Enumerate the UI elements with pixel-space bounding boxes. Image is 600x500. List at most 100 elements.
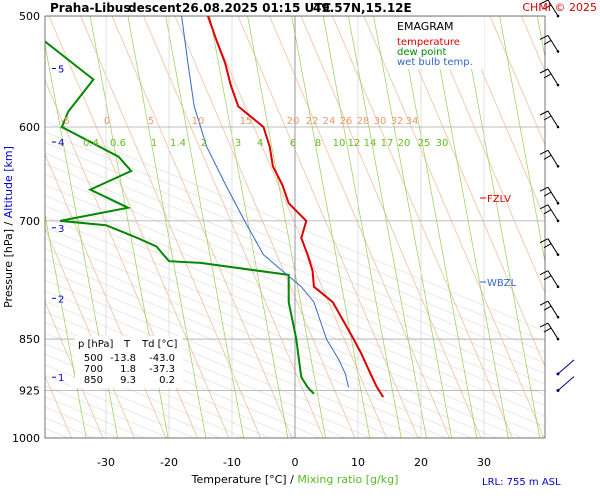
isotherm-labels: -5 0 5 10 15 20 22 24 26 28 30 32 34 xyxy=(60,116,418,127)
mixing-ratio-line xyxy=(398,16,478,438)
mixing-ratio-line xyxy=(348,16,427,438)
wind-barb-flag xyxy=(543,327,552,333)
wind-barb-shaft xyxy=(547,68,559,86)
moist-adiabat xyxy=(45,194,545,406)
pressure-tick-label: 1000 xyxy=(12,432,40,445)
fzlv-label: FZLV xyxy=(487,194,511,205)
moist-adiabat xyxy=(45,311,346,438)
table-header-td: Td [°C] xyxy=(141,339,178,350)
wind-barbs xyxy=(539,0,575,393)
altitude-tick-label: 3 xyxy=(58,224,64,235)
moist-adiabat xyxy=(45,364,220,438)
table-cell: -43.0 xyxy=(149,353,175,364)
isotherm-line xyxy=(363,16,545,438)
wind-barb-dot xyxy=(556,50,560,53)
wind-barb-flag xyxy=(543,305,552,311)
wind-barb-shaft xyxy=(547,204,559,222)
isotherm-line xyxy=(143,16,324,438)
temperature-tick-label: 10 xyxy=(351,456,365,469)
wind-barb-shaft xyxy=(547,238,559,255)
wind-barb xyxy=(539,149,560,168)
mixing-ratio-label: 6 xyxy=(290,138,296,149)
altitude-axis: 5 4 3 2 1 xyxy=(52,64,64,384)
mixing-ratio-line xyxy=(209,16,289,438)
table-cell: -37.3 xyxy=(149,364,175,375)
mixing-ratio-label: 30 xyxy=(436,138,449,149)
pressure-tick-label: 600 xyxy=(19,121,40,134)
legend-dew-point: dew point xyxy=(397,47,446,58)
moist-adiabat xyxy=(45,216,545,428)
wind-barb-flag xyxy=(543,191,552,197)
isotherm-label: 28 xyxy=(357,116,370,127)
table-cell: 700 xyxy=(84,364,103,375)
pressure-axis: 500 600 700 850 925 1000 xyxy=(12,10,40,445)
legend-title: EMAGRAM xyxy=(397,20,454,33)
legend-temperature: temperature xyxy=(397,37,460,48)
isotherm-label: 5 xyxy=(148,116,154,127)
wbzl-label: WBZL xyxy=(487,278,517,289)
wind-barb-dot xyxy=(556,14,560,18)
wind-barb-dot xyxy=(556,285,560,289)
mixing-ratio-line xyxy=(373,16,452,438)
isotherm-line xyxy=(48,16,230,438)
wind-barb-dot xyxy=(556,389,560,393)
mixing-ratio-label: 1 xyxy=(151,138,157,149)
wind-barb-flag xyxy=(539,238,549,244)
wind-barb-dot xyxy=(556,337,560,341)
wind-barb-flag xyxy=(543,115,552,121)
mixing-ratio-label: 25 xyxy=(418,138,431,149)
mixing-ratio-line xyxy=(127,16,207,438)
wind-barb-flag xyxy=(539,0,549,5)
header-datetime: 26.08.2025 01:15 UTC xyxy=(182,1,331,15)
mixing-ratio-label: 10 xyxy=(333,138,346,149)
wind-barb-flag xyxy=(543,40,552,45)
moist-adiabat xyxy=(45,173,545,385)
moist-adiabat xyxy=(45,142,545,353)
mixing-ratio-label: 2 xyxy=(201,138,207,149)
wind-barb-flag xyxy=(539,186,549,192)
wind-barb xyxy=(539,110,560,129)
wind-barb-flag xyxy=(543,154,552,160)
wind-barb-dot xyxy=(556,201,560,205)
wind-barb xyxy=(539,300,560,319)
isotherm-label: 34 xyxy=(406,116,419,127)
wind-barb-flag xyxy=(539,300,549,306)
mixing-ratio-line xyxy=(165,16,245,438)
wind-barb-dot xyxy=(556,253,560,256)
mixing-ratio-line xyxy=(537,16,545,60)
altitude-tick-label: 2 xyxy=(58,294,64,305)
wind-barb-flag xyxy=(539,270,549,276)
moist-adiabat xyxy=(45,120,545,332)
table-cell: -13.8 xyxy=(110,353,136,364)
wind-barb xyxy=(539,204,560,223)
moist-adiabat xyxy=(45,163,545,375)
isotherm-line xyxy=(458,16,545,220)
table-cell: 9.3 xyxy=(120,375,136,386)
moist-adiabat xyxy=(45,205,545,417)
table-cell: 0.2 xyxy=(159,375,175,386)
mixing-ratio-line xyxy=(247,16,326,438)
temperature-tick-label: -30 xyxy=(97,456,115,469)
mixing-ratio-label: 1.4 xyxy=(170,138,186,149)
isotherm-label: 30 xyxy=(374,116,387,127)
x-axis-label: Temperature [°C] / Mixing ratio [g/kg] xyxy=(191,473,399,486)
y-axis-label: Pressure [hPa] / Altitude [km] xyxy=(2,146,15,308)
data-table-box xyxy=(75,336,183,388)
mixing-ratio-line xyxy=(499,16,545,264)
moist-adiabat xyxy=(45,152,545,364)
isotherm-line xyxy=(395,16,545,368)
wind-barb-shaft xyxy=(547,35,559,52)
isotherm-line xyxy=(269,16,450,438)
wind-barb-shaft xyxy=(547,150,559,167)
table-header-t: T xyxy=(123,339,131,350)
mixing-ratio-label: 4 xyxy=(257,138,263,149)
wind-barb-flag xyxy=(539,68,549,74)
wind-barb-flag xyxy=(539,322,549,328)
moist-adiabat xyxy=(45,247,497,438)
moist-adiabat xyxy=(45,279,422,438)
wind-barb xyxy=(539,68,560,87)
isotherm-label: 24 xyxy=(323,116,336,127)
lrl-label: LRL: 755 m ASL xyxy=(482,477,561,488)
mixing-ratio-label: 3 xyxy=(235,138,241,149)
legend-wet-bulb: wet bulb temp. xyxy=(397,57,473,68)
